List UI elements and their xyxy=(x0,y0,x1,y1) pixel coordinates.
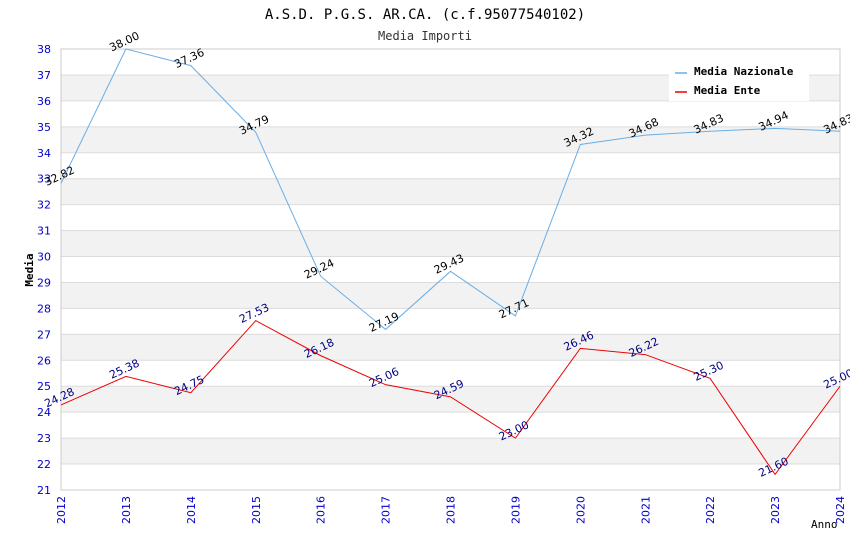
y-tick-label-35: 35 xyxy=(37,121,51,134)
legend-label-media-ente: Media Ente xyxy=(694,84,761,97)
data-label-s0-2017: 27.19 xyxy=(367,310,401,335)
legend: Media Nazionale Media Ente xyxy=(669,61,809,101)
x-tick-label-2020: 2020 xyxy=(574,496,587,524)
x-tick-label-2019: 2019 xyxy=(509,496,522,524)
series-line-media-ente xyxy=(60,319,841,476)
y-tick-label-36: 36 xyxy=(37,95,51,108)
x-axis-tick-labels: 2012 2013 2014 2015 2016 2017 2018 2019 2020 2021… xyxy=(55,496,847,524)
x-tick-label-2017: 2017 xyxy=(380,496,393,524)
x-tick-label-2015: 2015 xyxy=(250,496,263,524)
y-tick-label-33: 33 xyxy=(37,173,51,186)
plot-background-bands xyxy=(61,74,840,465)
y-tick-label-38: 38 xyxy=(37,43,51,56)
y-tick-label-26: 26 xyxy=(37,354,51,367)
x-tick-label-2021: 2021 xyxy=(639,496,652,524)
y-tick-label-29: 29 xyxy=(37,276,51,289)
x-axis-label: Anno xyxy=(811,518,838,531)
data-label-s1-2022: 25.30 xyxy=(692,359,726,384)
chart-title: A.S.D. P.G.S. AR.CA. (c.f.95077540102) xyxy=(265,7,585,23)
plot-band xyxy=(61,282,840,309)
y-tick-label-37: 37 xyxy=(37,69,51,82)
series-layer xyxy=(60,48,841,476)
x-tick-label-2014: 2014 xyxy=(185,496,198,524)
data-label-s0-2014: 37.36 xyxy=(172,46,206,71)
x-tick-label-2024: 2024 xyxy=(834,496,847,524)
y-tick-label-34: 34 xyxy=(37,147,51,160)
data-label-s0-2013: 38.00 xyxy=(107,29,141,54)
y-tick-label-21: 21 xyxy=(37,484,51,497)
x-tick-label-2023: 2023 xyxy=(769,496,782,524)
plot-band xyxy=(61,438,840,465)
y-tick-label-31: 31 xyxy=(37,225,51,238)
plot-band xyxy=(61,334,840,361)
x-tick-label-2018: 2018 xyxy=(445,496,458,524)
x-tick-label-2013: 2013 xyxy=(120,496,133,524)
x-tick-label-2012: 2012 xyxy=(55,496,68,524)
chart-subtitle: Media Importi xyxy=(378,29,472,43)
data-label-s0-2016: 29.24 xyxy=(302,257,336,282)
plot-band xyxy=(61,386,840,413)
plot-band xyxy=(61,230,840,257)
y-tick-label-32: 32 xyxy=(37,199,51,212)
x-tick-label-2016: 2016 xyxy=(315,496,328,524)
y-tick-label-22: 22 xyxy=(37,458,51,471)
series-line-media-nazionale xyxy=(60,48,841,331)
y-tick-label-24: 24 xyxy=(37,406,51,419)
legend-box xyxy=(669,61,809,101)
y-tick-label-27: 27 xyxy=(37,328,51,341)
x-tick-label-2022: 2022 xyxy=(704,496,717,524)
y-axis-tick-labels: 21 22 23 24 25 26 27 28 29 30 31 32 33 34 35 36 37 38 xyxy=(37,43,51,497)
plot-frame xyxy=(60,48,841,491)
y-axis-label: Media xyxy=(23,253,36,286)
legend-label-media-nazionale: Media Nazionale xyxy=(694,65,794,78)
plot-band xyxy=(61,178,840,205)
y-tick-label-23: 23 xyxy=(37,432,51,445)
y-tick-label-28: 28 xyxy=(37,302,51,315)
y-tick-label-25: 25 xyxy=(37,380,51,393)
y-tick-label-30: 30 xyxy=(37,251,51,264)
